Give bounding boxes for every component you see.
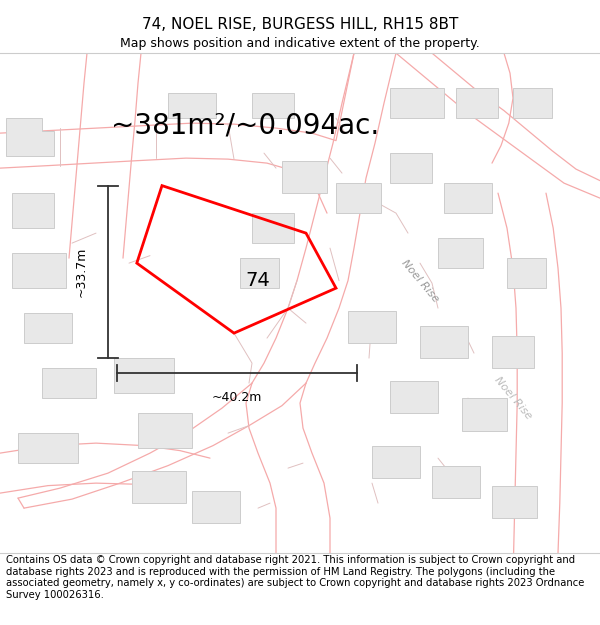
Polygon shape (42, 368, 96, 398)
Polygon shape (444, 183, 492, 213)
Polygon shape (252, 93, 294, 118)
Polygon shape (18, 433, 78, 463)
Text: 74, NOEL RISE, BURGESS HILL, RH15 8BT: 74, NOEL RISE, BURGESS HILL, RH15 8BT (142, 16, 458, 31)
Polygon shape (132, 471, 186, 503)
Polygon shape (507, 258, 546, 288)
Polygon shape (282, 161, 327, 193)
Polygon shape (348, 311, 396, 343)
Polygon shape (114, 358, 174, 393)
Polygon shape (432, 466, 480, 498)
Polygon shape (372, 446, 420, 478)
Text: Noel Rise: Noel Rise (493, 375, 533, 421)
Polygon shape (24, 313, 72, 343)
Text: Map shows position and indicative extent of the property.: Map shows position and indicative extent… (120, 37, 480, 50)
Polygon shape (6, 118, 54, 156)
Text: ~381m²/~0.094ac.: ~381m²/~0.094ac. (111, 112, 379, 139)
Text: ~40.2m: ~40.2m (212, 391, 262, 404)
Polygon shape (456, 88, 498, 118)
Text: Contains OS data © Crown copyright and database right 2021. This information is : Contains OS data © Crown copyright and d… (6, 555, 584, 600)
Polygon shape (12, 253, 66, 288)
Polygon shape (12, 193, 54, 228)
Polygon shape (390, 153, 432, 183)
Polygon shape (192, 491, 240, 523)
Polygon shape (438, 238, 483, 268)
Text: ~33.7m: ~33.7m (74, 247, 88, 297)
Polygon shape (336, 183, 381, 213)
Polygon shape (492, 486, 537, 518)
Polygon shape (420, 326, 468, 358)
Polygon shape (390, 88, 444, 118)
Polygon shape (168, 93, 216, 118)
Polygon shape (390, 381, 438, 413)
Polygon shape (138, 413, 192, 448)
Text: Noel Rise: Noel Rise (400, 258, 440, 304)
Polygon shape (240, 258, 279, 288)
Polygon shape (462, 398, 507, 431)
Text: 74: 74 (245, 271, 271, 290)
Polygon shape (252, 213, 294, 243)
Polygon shape (513, 88, 552, 118)
Polygon shape (492, 336, 534, 368)
